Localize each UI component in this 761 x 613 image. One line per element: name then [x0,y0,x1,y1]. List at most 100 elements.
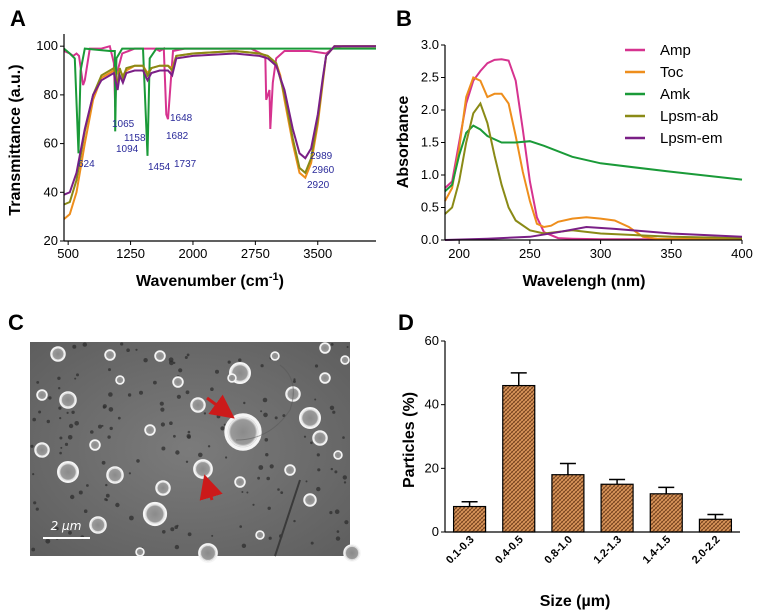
uv-line-amk [444,124,743,193]
micrograph-pore [70,494,75,500]
micrograph-droplet [172,376,184,388]
ftir-chart: 20 40 60 80 100 500 1250 2000 2750 3500 624 1065 10… [7,34,376,290]
micrograph-droplet [333,450,343,460]
ftir-line-amp [63,44,376,130]
micrograph-pore [36,381,40,384]
ftir-peak-label-1682: 1682 [166,131,189,142]
size-bar-2.0-2.2 [698,518,733,533]
micrograph-droplet [319,372,331,384]
micrograph-pore [266,476,271,481]
micrograph-pore [334,470,338,474]
micrograph-pore [216,414,221,419]
uv-x-tick-label: 200 [448,246,470,261]
micrograph-pore [239,525,242,528]
micrograph-pore [187,435,191,439]
micrograph-pore [108,368,111,372]
size-distribution-chart: 0.1-0.3 0.4-0.5 0.8-1.0 1.2-1.3 1.4-1.5 2.0-2… [401,333,740,610]
micrograph-droplet [155,480,171,496]
micrograph-pore [31,547,36,552]
micrograph-droplet [284,464,296,476]
uv-line-amp [444,58,742,241]
micrograph-pore [274,416,278,420]
micrograph-pore [74,377,77,380]
micrograph-pore [317,468,321,472]
micrograph-pore [241,491,244,493]
micrograph-pore [335,536,341,541]
micrograph-pore [185,460,189,463]
micrograph-pore [126,348,130,353]
micrograph-pore [104,498,107,501]
uv-legend-label-lpsm-ab: Lpsm-ab [660,108,718,125]
micrograph-droplet [340,355,350,365]
panel-letter-d: D [398,310,414,335]
micrograph-pore [268,536,272,540]
micrograph-pore [174,544,180,550]
ftir-y-tick-label: 20 [44,233,58,248]
micrograph-pore [210,387,214,392]
micrograph-pore [252,503,255,506]
micrograph-pore [203,412,207,415]
micrograph-pore [78,490,83,495]
micrograph-pore [129,515,134,521]
micrograph-pore [102,405,106,409]
micrograph-pore [343,481,347,484]
uv-x-tick-label: 300 [590,246,612,261]
micrograph-pore [66,411,69,414]
micrograph-pore [241,543,247,548]
micrograph-pore [314,364,319,368]
micrograph-pore [264,438,269,442]
size-category-label-1.4-1.5: 1.4-1.5 [641,534,674,567]
size-bar-0.8-1.0 [551,474,585,533]
micrograph-pore [176,394,181,399]
micrograph-pore [342,436,345,439]
micrograph-pore [269,464,274,469]
micrograph-pore [105,493,110,498]
micrograph-pore [293,519,296,523]
micrograph-droplet [303,493,317,507]
micrograph-pore [277,488,280,491]
micrograph-droplet [190,397,206,413]
micrograph-pore [184,356,188,359]
micrograph-pore [108,407,114,412]
ftir-x-tick-label: 2000 [178,246,207,261]
micrograph-droplet [57,461,79,483]
uv-y-tick-label: 2.0 [421,102,439,117]
size-category-label-0.8-1.0: 0.8-1.0 [542,534,575,567]
micrograph-pore [310,441,313,445]
size-bar-1.2-1.3 [600,483,634,533]
micrograph-droplet [343,544,361,562]
micrograph-droplet [227,373,237,383]
size-x-axis-title: Size (µm) [540,593,611,610]
micrograph-pore [127,393,132,397]
micrograph-pore [48,396,52,400]
micrograph-pore [82,342,88,347]
size-y-tick-label: 40 [425,397,439,412]
uv-vis-chart: 0.0 0.5 1.0 1.5 2.0 2.5 3.0 200 250 300 350 400 Amp… [395,37,753,290]
micrograph-pore [305,480,308,483]
micrograph-pore [260,364,264,368]
micrograph-pore [162,530,166,534]
micrograph-pore [282,414,286,418]
micrograph-droplet [198,543,218,563]
micrograph-pore [109,426,113,431]
ftir-y-tick-label: 100 [36,38,58,53]
size-category-label-1.2-1.3: 1.2-1.3 [592,534,625,567]
micrograph-pore [175,450,180,455]
uv-y-tick-label: 2.5 [421,70,439,85]
ftir-line-lpsm-em [63,45,376,196]
micrograph-pore [160,422,165,427]
micrograph-pore [108,392,113,397]
uv-y-tick-label: 3.0 [421,37,439,52]
micrograph-droplet [144,424,156,436]
size-bar-1.4-1.5 [649,493,683,533]
micrograph-droplet [312,430,328,446]
micrograph-pore [258,465,264,470]
ftir-line-toc [63,45,376,220]
panel-letter-a: A [10,6,26,31]
micrograph-pore [178,368,183,373]
micrograph-pore [143,358,148,363]
micrograph-droplet [36,389,48,401]
micrograph-pore [59,436,63,440]
micrograph-pore [74,421,79,426]
